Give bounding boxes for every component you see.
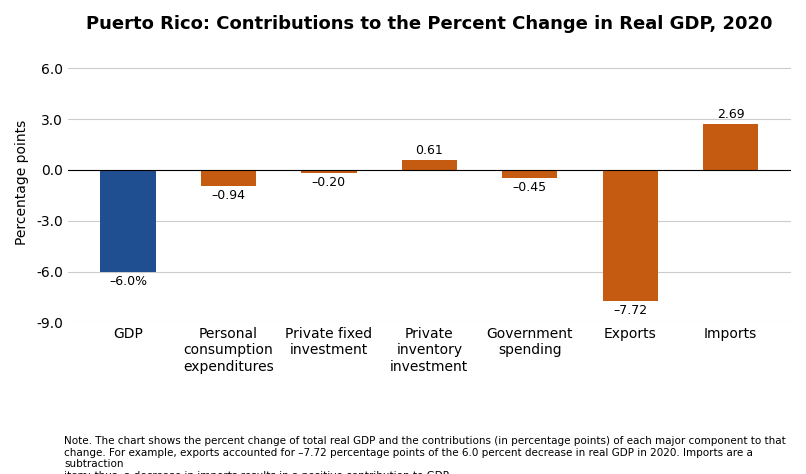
Text: Note. The chart shows the percent change of total real GDP and the contributions: Note. The chart shows the percent change…	[64, 436, 786, 474]
Text: –7.72: –7.72	[613, 304, 647, 317]
Text: –0.45: –0.45	[513, 181, 546, 193]
Bar	[603, 170, 658, 301]
Bar	[201, 170, 256, 186]
Text: 0.61: 0.61	[415, 144, 443, 156]
Text: –0.94: –0.94	[211, 189, 245, 202]
Bar	[100, 170, 156, 272]
Text: –6.0%: –6.0%	[109, 274, 147, 288]
Text: –0.20: –0.20	[312, 176, 346, 190]
Bar	[502, 170, 558, 178]
Text: 2.69: 2.69	[717, 109, 745, 121]
Bar	[401, 160, 457, 170]
Title: Puerto Rico: Contributions to the Percent Change in Real GDP, 2020: Puerto Rico: Contributions to the Percen…	[86, 15, 773, 33]
Bar	[301, 170, 356, 173]
Y-axis label: Percentage points: Percentage points	[15, 120, 29, 245]
Bar	[703, 124, 758, 170]
